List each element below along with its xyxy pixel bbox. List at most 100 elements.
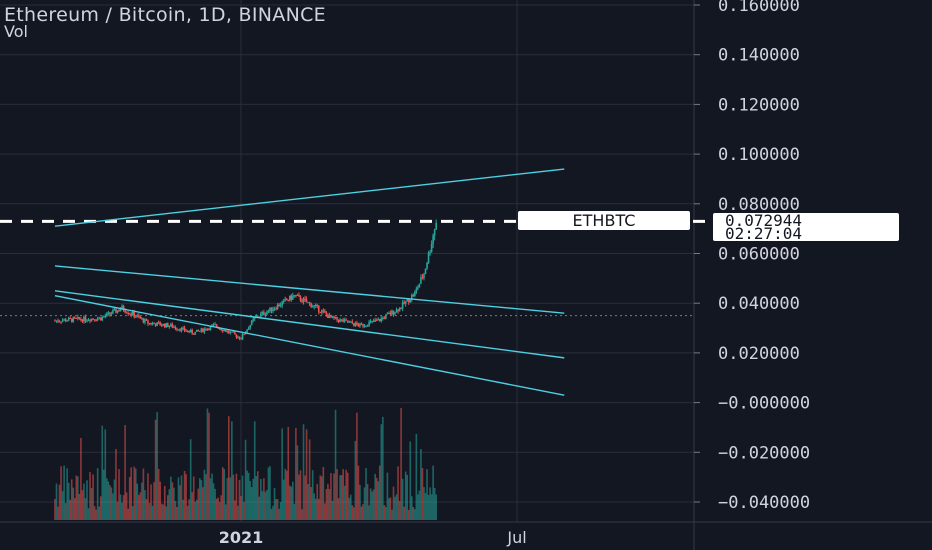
candle-body [243,334,245,336]
candle-body [231,331,233,333]
volume-bar [229,477,232,520]
candle-body [170,324,172,326]
volume-bar [353,507,355,520]
volume-indicator-label[interactable]: Vol [4,22,28,41]
candle-body [412,294,415,297]
candle-body [360,323,363,325]
candle-body [60,321,62,323]
volume-bar [191,492,194,520]
volume-bar [420,449,422,520]
volume-bar [351,505,354,520]
candle-body [304,298,306,300]
candle-body [378,319,381,322]
candle-body [234,332,236,335]
candle-body [368,322,370,326]
volume-bar [237,505,239,520]
candle-body [316,305,319,307]
candle-body [165,323,168,328]
trendline[interactable] [54,168,565,227]
volume-bar [423,487,425,520]
volume-bar [83,483,85,520]
candle-body [275,308,277,310]
volume-bar [232,474,235,520]
volume-bar [241,475,244,520]
volume-bar [128,477,131,520]
candle-body [377,319,380,321]
volume-bar [159,481,161,520]
candle-body [292,295,294,300]
volume-bar [288,485,291,520]
trendline[interactable] [54,290,565,359]
volume-bar [325,489,328,520]
candle-body [322,310,325,312]
volume-bar [78,493,81,520]
price-axis[interactable]: 0.160000 0.140000 0.120000 0.100000 0.080000… [694,0,810,513]
volume-bar [293,503,296,520]
candle-body [218,328,221,330]
volume-bar [389,497,392,520]
volume-bar [372,489,375,520]
volume-bar [72,487,75,520]
candle-body [232,331,235,333]
candle-body [142,318,145,323]
time-axis[interactable]: 2021 Jul [219,528,527,547]
volume-bar [243,501,245,520]
volume-bar [246,470,248,520]
trendline[interactable] [54,295,565,396]
volume-bar [139,492,142,520]
volume-bar [356,412,358,520]
volume-bar [66,468,68,520]
volume-bar [299,470,302,520]
candle-body [392,310,395,315]
volume-bar [195,499,198,520]
candle-body [186,330,189,332]
candle-body [214,324,216,326]
volume-bar [182,499,184,520]
candle-body [162,323,165,326]
volume-bar [170,476,172,520]
volume-bar [131,506,134,520]
volume-bar [406,474,409,520]
volume-bar [96,468,99,520]
volume-bar [179,485,181,520]
volume-bar [394,496,396,520]
candle-body [389,312,392,315]
bar-countdown: 02:27:04 [725,224,803,243]
candle-body [77,317,79,319]
candle-body [67,317,70,321]
candle-body [86,320,88,322]
candle-body [310,303,312,308]
price-tick-label: 0.080000 [718,195,800,215]
volume-bar [366,484,369,520]
volume-bar [357,465,360,520]
candle-body [423,274,425,278]
candle-body [299,295,302,301]
candle-body [285,298,288,301]
horizontal-levels [0,219,710,317]
volume-bar [205,474,207,520]
candle-body [195,329,198,332]
volume-bar [269,466,271,520]
volume-bar [418,490,421,520]
trendline[interactable] [54,265,565,314]
volume-bar [407,509,410,520]
volume-bar [380,424,383,520]
volume-bar [266,489,268,520]
candle-body [327,314,329,319]
volume-bar [369,488,372,520]
volume-bar [429,487,431,520]
candle-body [276,304,279,310]
candle-body [337,319,340,322]
volume-bar [156,412,158,520]
trendlines[interactable] [54,168,565,396]
volume-bar [435,494,437,520]
candle-body [87,320,90,322]
volume-bar [93,506,96,520]
candle-body [136,315,139,317]
volume-bar [260,478,262,520]
candle-body [385,314,387,319]
candle-body [328,314,331,319]
volume-bar [397,466,399,520]
